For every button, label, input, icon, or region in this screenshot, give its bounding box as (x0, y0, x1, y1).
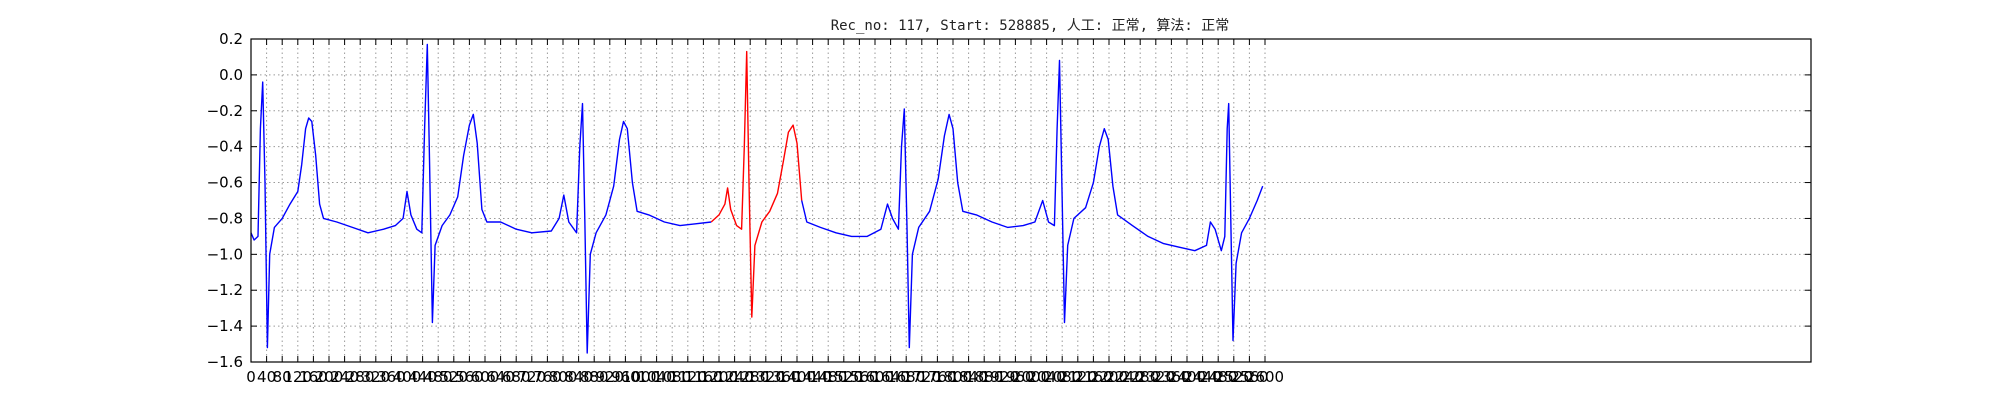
x-tick-label: 280 (346, 368, 375, 386)
chart-title: Rec_no: 117, Start: 528885, 人工: 正常, 算法: … (831, 18, 1230, 34)
x-tick-label: 1080 (653, 368, 691, 386)
tick-layer (250, 38, 1811, 363)
x-tick-label: 200 (315, 368, 344, 386)
x-tick-label: 120 (283, 368, 312, 386)
x-tick-label: 960 (611, 368, 640, 386)
x-tick-label: 2520 (1215, 368, 1253, 386)
x-axis-labels: 0 408012016020024028032036040044048052056… (246, 368, 1284, 386)
x-tick-label: 1960 (996, 368, 1034, 386)
x-tick-label: 2000 (1012, 368, 1050, 386)
x-tick-label: 1880 (965, 368, 1003, 386)
x-tick-label: 640 (486, 368, 515, 386)
x-tick-label: 1320 (747, 368, 785, 386)
x-tick-label: 720 (517, 368, 546, 386)
x-tick-label: 400 (393, 368, 422, 386)
y-tick-label: −0.8 (207, 209, 243, 227)
ecg-series-1 (250, 43, 712, 354)
x-tick-label: 1120 (669, 368, 707, 386)
x-tick-label: 2560 (1230, 368, 1268, 386)
y-tick-label: −1.0 (207, 245, 243, 263)
x-tick-label: 320 (361, 368, 390, 386)
x-tick-label: 80 (273, 368, 292, 386)
x-tick-label: 2320 (1137, 368, 1175, 386)
x-tick-label: 1360 (762, 368, 800, 386)
x-tick-label: 0 (246, 368, 256, 386)
y-tick-label: 0.2 (219, 30, 243, 48)
x-tick-label: 1040 (638, 368, 676, 386)
x-tick-label: 880 (580, 368, 609, 386)
grid-layer (250, 38, 1811, 363)
x-tick-label: 1840 (950, 368, 988, 386)
y-tick-label: −0.6 (207, 174, 243, 192)
x-tick-label: 1560 (840, 368, 878, 386)
x-tick-label: 1400 (778, 368, 816, 386)
x-tick-label: 2440 (1184, 368, 1222, 386)
x-tick-label: 1760 (918, 368, 956, 386)
x-tick-label: 920 (595, 368, 624, 386)
x-tick-label: 1640 (872, 368, 910, 386)
x-tick-label: 840 (564, 368, 593, 386)
x-tick-label: 2400 (1168, 368, 1206, 386)
x-tick-label: 2240 (1106, 368, 1144, 386)
x-tick-label: 1280 (731, 368, 769, 386)
x-tick-label: 2200 (1090, 368, 1128, 386)
x-tick-label: 1440 (794, 368, 832, 386)
x-tick-label: 1920 (981, 368, 1019, 386)
x-tick-label: 1200 (700, 368, 738, 386)
x-tick-label: 1600 (856, 368, 894, 386)
x-tick-label: 2280 (1121, 368, 1159, 386)
x-tick-label: 1000 (622, 368, 660, 386)
x-tick-label: 2040 (1028, 368, 1066, 386)
x-tick-label: 560 (455, 368, 484, 386)
x-tick-label: 2160 (1074, 368, 1112, 386)
x-tick-label: 1160 (684, 368, 722, 386)
x-tick-label: 2600 (1246, 368, 1284, 386)
y-tick-label: 0.0 (219, 66, 243, 84)
x-tick-label: 600 (471, 368, 500, 386)
x-tick-label: 360 (377, 368, 406, 386)
ecg-series-2 (710, 50, 803, 318)
y-tick-label: −1.2 (207, 281, 243, 299)
x-tick-label: 40 (257, 368, 276, 386)
x-tick-label: 480 (424, 368, 453, 386)
x-tick-label: 1520 (825, 368, 863, 386)
x-tick-label: 2480 (1199, 368, 1237, 386)
y-tick-label: −0.4 (207, 138, 243, 156)
x-tick-label: 1720 (903, 368, 941, 386)
x-tick-label: 440 (408, 368, 437, 386)
x-tick-label: 160 (299, 368, 328, 386)
series-layer (250, 43, 1264, 354)
x-tick-label: 760 (533, 368, 562, 386)
x-tick-label: 520 (439, 368, 468, 386)
x-tick-label: 800 (549, 368, 578, 386)
y-axis-labels: 0.2 0.0 −0.2 −0.4 −0.6 −0.8 −1.0 −1.2 −1.4 −1.6 (207, 30, 243, 371)
x-tick-label: 1800 (934, 368, 972, 386)
x-tick-label: 1480 (809, 368, 847, 386)
x-tick-label: 2120 (1059, 368, 1097, 386)
y-tick-label: −1.4 (207, 317, 243, 335)
ecg-series-3 (801, 59, 1264, 349)
x-tick-label: 1680 (887, 368, 925, 386)
x-tick-label: 240 (330, 368, 359, 386)
y-tick-label: −1.6 (207, 353, 243, 371)
y-tick-label: −0.2 (207, 102, 243, 120)
x-tick-label: 680 (502, 368, 531, 386)
x-tick-label: 1240 (716, 368, 754, 386)
x-tick-label: 2080 (1043, 368, 1081, 386)
x-tick-label: 2360 (1152, 368, 1190, 386)
